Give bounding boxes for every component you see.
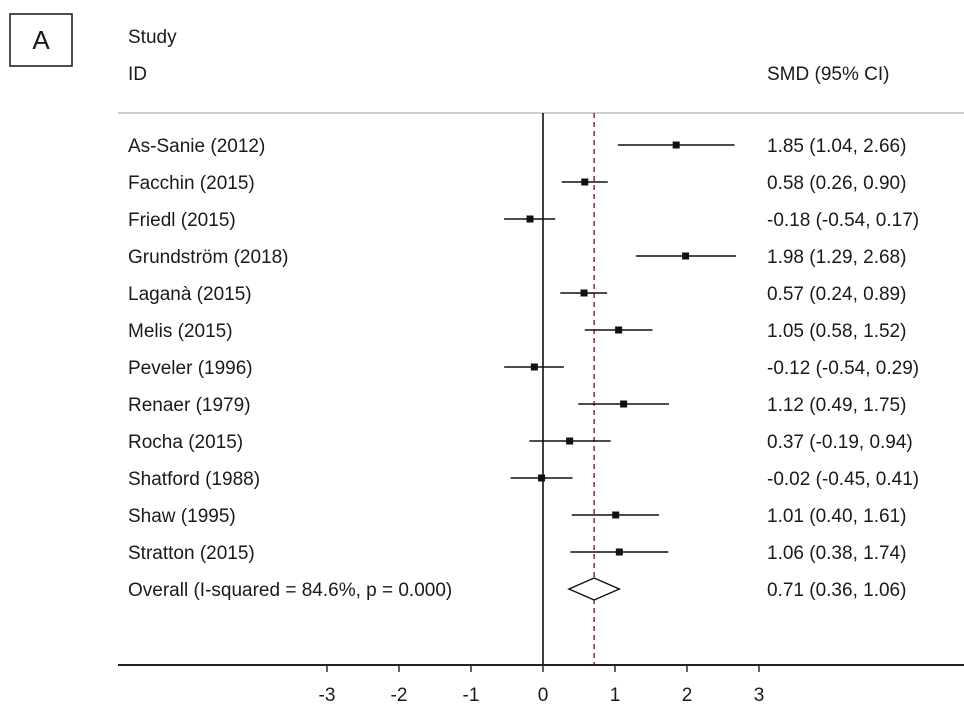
study-label: Grundström (2018) bbox=[128, 247, 289, 268]
study-point-estimate bbox=[581, 178, 589, 186]
study-label: Melis (2015) bbox=[128, 321, 233, 342]
header-id: ID bbox=[128, 64, 147, 85]
study-point-estimate bbox=[612, 511, 620, 519]
study-estimate-text: 1.05 (0.58, 1.52) bbox=[767, 321, 906, 342]
study-label: Rocha (2015) bbox=[128, 432, 243, 453]
x-tick-label: -3 bbox=[319, 685, 336, 706]
study-point-estimate bbox=[526, 215, 534, 223]
study-label: Laganà (2015) bbox=[128, 284, 252, 305]
panel-label: A bbox=[32, 25, 50, 55]
study-estimate-text: -0.18 (-0.54, 0.17) bbox=[767, 210, 919, 231]
x-tick-label: -1 bbox=[463, 685, 480, 706]
study-estimate-text: 0.57 (0.24, 0.89) bbox=[767, 284, 906, 305]
x-tick-label: 0 bbox=[538, 685, 549, 706]
study-point-estimate bbox=[682, 252, 690, 260]
study-label: Shatford (1988) bbox=[128, 469, 260, 490]
overall-diamond bbox=[567, 577, 622, 601]
study-estimate-text: -0.12 (-0.54, 0.29) bbox=[767, 358, 919, 379]
overall-estimate-text: 0.71 (0.36, 1.06) bbox=[767, 580, 906, 601]
study-estimate-text: 1.85 (1.04, 2.66) bbox=[767, 136, 906, 157]
study-point-estimate bbox=[620, 400, 628, 408]
study-label: As-Sanie (2012) bbox=[128, 136, 265, 157]
study-point-estimate bbox=[530, 363, 538, 371]
study-label: Renaer (1979) bbox=[128, 395, 251, 416]
study-estimate-text: 0.58 (0.26, 0.90) bbox=[767, 173, 906, 194]
x-tick-label: 3 bbox=[754, 685, 765, 706]
study-point-estimate bbox=[615, 326, 623, 334]
study-estimate-text: 1.12 (0.49, 1.75) bbox=[767, 395, 906, 416]
study-label: Shaw (1995) bbox=[128, 506, 236, 527]
study-estimate-text: 1.98 (1.29, 2.68) bbox=[767, 247, 906, 268]
x-tick-label: -2 bbox=[391, 685, 408, 706]
study-estimate-text: -0.02 (-0.45, 0.41) bbox=[767, 469, 919, 490]
header-estimate: SMD (95% CI) bbox=[767, 64, 889, 85]
study-label: Stratton (2015) bbox=[128, 543, 255, 564]
study-label: Friedl (2015) bbox=[128, 210, 236, 231]
x-tick-label: 2 bbox=[682, 685, 693, 706]
study-point-estimate bbox=[615, 548, 623, 556]
x-tick-label: 1 bbox=[610, 685, 621, 706]
plot-body: As-Sanie (2012) 1.85 (1.04, 2.66) Facchin … bbox=[118, 113, 964, 706]
study-point-estimate bbox=[580, 289, 588, 297]
header-study: Study bbox=[128, 27, 177, 48]
study-point-estimate bbox=[566, 437, 574, 445]
overall-label: Overall (I-squared = 84.6%, p = 0.000) bbox=[128, 580, 452, 601]
study-label: Peveler (1996) bbox=[128, 358, 253, 379]
study-estimate-text: 1.01 (0.40, 1.61) bbox=[767, 506, 906, 527]
study-point-estimate bbox=[672, 141, 680, 149]
panel-label-box bbox=[9, 13, 73, 67]
study-point-estimate bbox=[538, 474, 546, 482]
study-estimate-text: 0.37 (-0.19, 0.94) bbox=[767, 432, 913, 453]
study-label: Facchin (2015) bbox=[128, 173, 255, 194]
study-estimate-text: 1.06 (0.38, 1.74) bbox=[767, 543, 906, 564]
